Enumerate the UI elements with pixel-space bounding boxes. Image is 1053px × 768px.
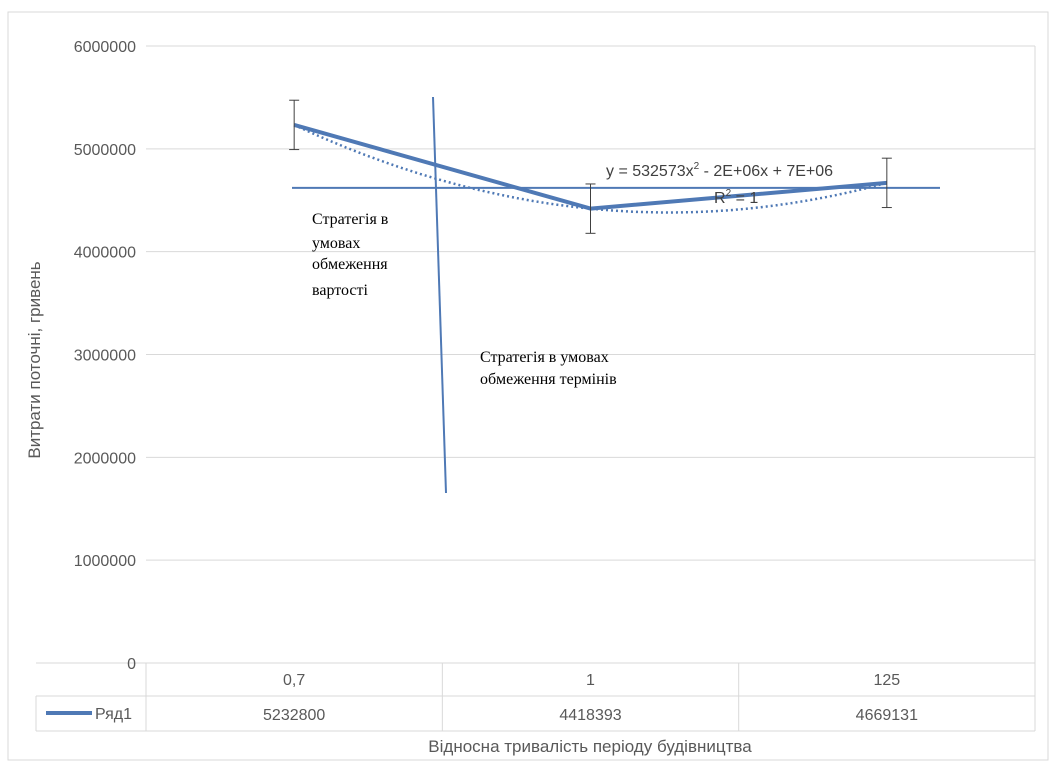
y-tick-label-1000000: 1000000 bbox=[74, 553, 136, 570]
y-tick-label-4000000: 4000000 bbox=[74, 245, 136, 262]
annotation-time-strategy: Стратегія в умовах обмеження термінів bbox=[480, 349, 617, 388]
labels-layer: 0 1000000 2000000 3000000 4000000 5000000 6000… bbox=[74, 39, 918, 724]
data-label-0: 5232800 bbox=[263, 707, 325, 724]
r-squared-main: R bbox=[714, 190, 726, 207]
annotation-cost-line-1: Стратегія в bbox=[312, 211, 389, 228]
y-tick-label-0: 0 bbox=[127, 656, 136, 673]
trendline-equation-superscript: 2 bbox=[694, 161, 700, 172]
trendline-polynomial bbox=[293, 123, 888, 214]
annotation-cost-line-4: вартості bbox=[312, 282, 369, 299]
trendline-equation: y = 532573x2 - 2E+06x + 7E+06 bbox=[606, 161, 833, 180]
series-layer bbox=[289, 99, 892, 234]
annotation-time-line-2: обмеження термінів bbox=[480, 371, 617, 388]
legend-label: Ряд1 bbox=[95, 706, 132, 723]
annotation-cost-line-2: умовах bbox=[312, 235, 360, 252]
trendline-equation-rest: - 2E+06x + 7E+06 bbox=[699, 163, 833, 180]
y-tick-label-2000000: 2000000 bbox=[74, 450, 136, 467]
r-squared-superscript: 2 bbox=[726, 188, 732, 199]
y-axis-title: Витрати поточні, гривень bbox=[25, 261, 44, 458]
y-tick-label-3000000: 3000000 bbox=[74, 348, 136, 365]
x-tick-label-0: 0,7 bbox=[283, 672, 305, 689]
annotation-cost-strategy: Стратегія в умовах обмеження вартості bbox=[312, 211, 392, 299]
annotation-time-line-1: Стратегія в умовах bbox=[480, 349, 609, 366]
annotation-cost-line-3: обмеження bbox=[312, 256, 388, 273]
data-label-2: 4669131 bbox=[856, 707, 918, 724]
x-axis-title: Відносна тривалість періоду будівництва bbox=[428, 737, 752, 756]
y-tick-label-6000000: 6000000 bbox=[74, 39, 136, 56]
chart-border bbox=[7, 11, 1049, 761]
trendline-equation-main: y = 532573x bbox=[606, 163, 694, 180]
x-tick-label-2: 125 bbox=[873, 672, 900, 689]
trendline-r-squared: R2 = 1 bbox=[714, 188, 758, 207]
x-tick-label-1: 1 bbox=[586, 672, 595, 689]
r-squared-rest: = 1 bbox=[731, 190, 758, 207]
y-tick-label-5000000: 5000000 bbox=[74, 142, 136, 159]
data-table bbox=[35, 662, 1036, 732]
data-label-1: 4418393 bbox=[559, 707, 621, 724]
